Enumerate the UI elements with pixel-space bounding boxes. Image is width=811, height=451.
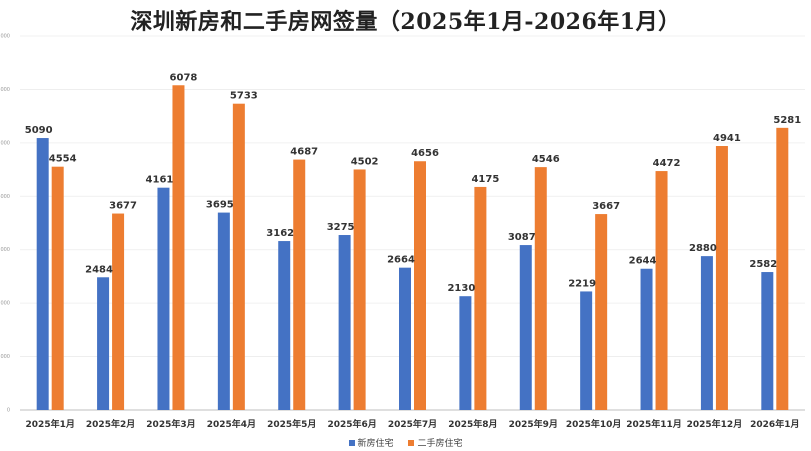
x-tick-label: 2025年10月 [566, 418, 622, 430]
data-label-second-hand: 5281 [773, 115, 801, 126]
bar-new-housing [700, 256, 713, 410]
x-tick-label: 2025年1月 [26, 418, 75, 430]
data-label-second-hand: 4941 [713, 133, 741, 144]
bar-second-hand-housing [776, 127, 789, 410]
bar-second-hand-housing [534, 167, 547, 410]
bar-second-hand-housing [414, 161, 426, 410]
y-tick-label: 2000 [0, 301, 10, 307]
data-label-new: 3695 [206, 200, 234, 211]
x-tick-label: 2025年3月 [146, 418, 195, 430]
y-tick-label: 7000 [0, 34, 10, 40]
y-tick-label: 1000 [0, 354, 10, 360]
legend-swatch-second-hand [408, 440, 415, 446]
bar-second-hand-housing [474, 186, 487, 410]
data-label-second-hand: 4554 [49, 154, 77, 165]
legend-swatch-new [348, 440, 355, 446]
bar-new-housing [97, 277, 110, 410]
data-label-second-hand: 4687 [290, 147, 318, 158]
bar-new-housing [519, 245, 532, 410]
data-label-second-hand: 3667 [592, 201, 620, 212]
legend-label-new: 新房住宅 [357, 439, 394, 449]
bar-new-housing [217, 212, 230, 410]
bar-second-hand-housing [293, 159, 306, 410]
x-tick-label: 2025年5月 [267, 418, 316, 430]
x-tick-label: 2025年7月 [388, 418, 437, 430]
legend-item-second-hand: 二手房住宅 [408, 436, 462, 449]
data-label-new: 3087 [508, 232, 536, 243]
data-labels: 5090 4554 2484 3677 4161 6078 3695 5733 3162 4687… [25, 72, 801, 294]
legend-item-new: 新房住宅 [348, 436, 394, 449]
data-label-new: 3162 [266, 228, 294, 239]
legend-label-second-hand: 二手房住宅 [417, 439, 463, 449]
y-tick-label: 5000 [0, 140, 10, 146]
bar-new-housing [157, 187, 170, 410]
x-tick-label: 2025年4月 [207, 418, 256, 430]
data-label-new: 3275 [327, 222, 355, 233]
data-label-second-hand: 3677 [109, 201, 137, 212]
x-tick-label: 2025年9月 [509, 418, 558, 430]
x-tick-label: 2025年2月 [86, 418, 135, 430]
y-tick-label: 6000 [0, 87, 10, 93]
data-label-second-hand: 4502 [351, 156, 379, 167]
x-tick-label: 2025年11月 [626, 418, 682, 430]
x-tick-label: 2025年12月 [687, 418, 743, 430]
bar-new-housing [36, 138, 49, 410]
bar-new-housing [278, 241, 291, 410]
data-label-new: 4161 [146, 175, 174, 186]
x-axis: 2025年1月 2025年2月 2025年3月 2025年4月 2025年5月 2025年… [26, 418, 800, 430]
data-label-second-hand: 4175 [471, 174, 499, 185]
data-label-second-hand: 4656 [411, 148, 439, 159]
y-tick-label: 4000 [0, 194, 10, 200]
bar-new-housing [580, 291, 593, 410]
data-label-new: 2130 [447, 283, 475, 294]
data-label-new: 2582 [749, 259, 777, 270]
x-tick-label: 2026年1月 [750, 418, 799, 430]
bar-second-hand-housing [655, 171, 668, 410]
bar-new-housing [399, 267, 411, 410]
bar-new-housing [640, 268, 653, 410]
data-label-new: 2664 [387, 255, 415, 266]
bar-new-housing [761, 272, 774, 410]
bars [36, 85, 789, 411]
y-axis: 0 1000 2000 3000 4000 5000 6000 7000 [0, 34, 10, 414]
y-tick-label: 3000 [0, 247, 10, 253]
data-label-new: 2644 [629, 256, 657, 267]
data-label-new: 2219 [568, 278, 596, 289]
bar-second-hand-housing [232, 103, 245, 410]
bar-second-hand-housing [112, 213, 125, 410]
gridlines [20, 35, 805, 411]
bar-new-housing [338, 235, 351, 410]
data-label-new: 5090 [25, 125, 53, 136]
data-label-new: 2484 [85, 264, 113, 275]
bar-second-hand-housing [595, 214, 608, 410]
data-label-second-hand: 4472 [653, 158, 681, 169]
chart-title: 深圳新房和二手房网签量（2025年1月-2026年1月） [130, 9, 681, 35]
data-label-second-hand: 4546 [532, 154, 560, 165]
bar-new-housing [459, 296, 472, 410]
x-tick-label: 2025年8月 [448, 418, 497, 430]
data-label-second-hand: 5733 [230, 91, 258, 102]
bar-second-hand-housing [172, 85, 185, 411]
legend: 新房住宅 二手房住宅 [0, 436, 811, 449]
bar-second-hand-housing [715, 146, 728, 410]
y-tick-label: 0 [7, 408, 10, 414]
data-label-second-hand: 6078 [170, 72, 198, 83]
bar-second-hand-housing [51, 166, 64, 410]
bar-second-hand-housing [353, 169, 366, 410]
data-label-new: 2880 [689, 243, 717, 254]
x-tick-label: 2025年6月 [327, 418, 376, 430]
